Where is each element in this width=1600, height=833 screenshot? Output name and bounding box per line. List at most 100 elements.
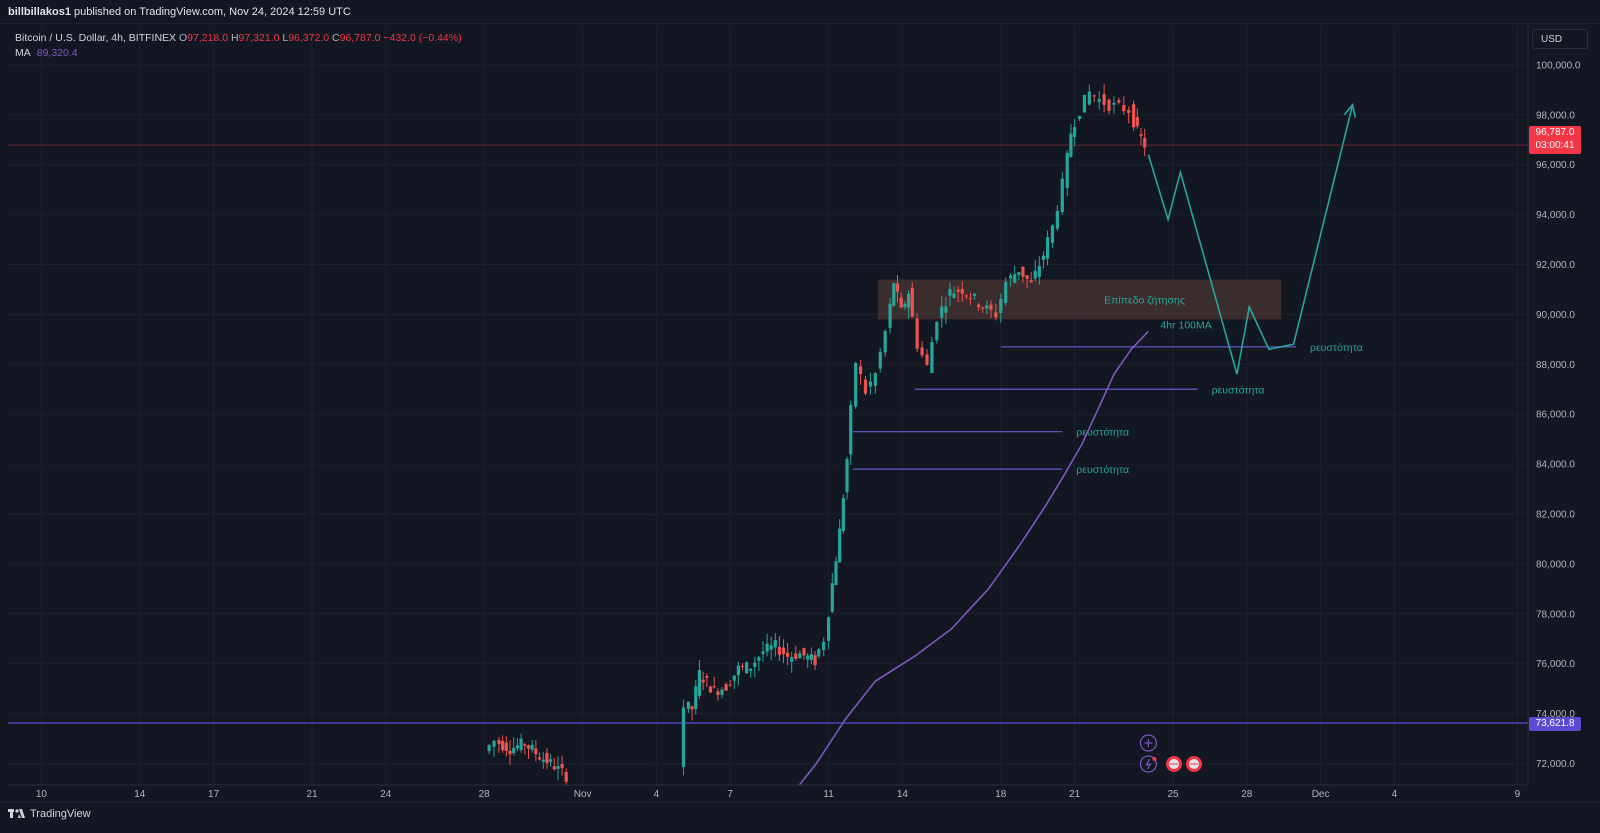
candle-body xyxy=(526,745,531,749)
axes: 72,000.0 74,000.0 76,000.0 78,000.0 80,000.0… xyxy=(0,24,1600,802)
candle-body xyxy=(560,763,564,769)
close-label: C xyxy=(331,32,340,44)
candle-body xyxy=(845,459,849,493)
candle-body xyxy=(724,684,728,691)
candle-body xyxy=(1135,116,1139,127)
tradingview-logo[interactable]: TradingView xyxy=(8,808,91,820)
candle-body xyxy=(878,351,882,369)
x-tick-label: 7 xyxy=(727,789,733,800)
candle-body xyxy=(504,742,508,751)
x-tick-label: 21 xyxy=(1069,789,1081,800)
demand-zone[interactable] xyxy=(877,279,1282,320)
y-tick-label: 72,000.0 xyxy=(1536,759,1575,770)
candle-body xyxy=(497,739,501,745)
candle-body xyxy=(849,404,853,455)
x-tick-label: Dec xyxy=(1312,789,1330,800)
low-value: 96,372.0 xyxy=(288,32,330,44)
symbol-title: Bitcoin / U.S. Dollar, 4h, BITFINEX xyxy=(15,32,177,44)
candle-body xyxy=(701,679,705,683)
brand-text: TradingView xyxy=(30,808,91,820)
candle-body xyxy=(1092,95,1096,97)
candle-body xyxy=(989,304,993,310)
liquidity-label: ρευστότητα xyxy=(1076,427,1129,439)
candle-body xyxy=(552,766,556,770)
candle-body xyxy=(716,691,720,696)
candle-body xyxy=(773,640,777,648)
candle-body xyxy=(841,498,845,532)
candle-body xyxy=(530,744,534,750)
moving-average-line[interactable] xyxy=(795,330,1149,789)
candle-body xyxy=(534,748,538,755)
publisher-name[interactable]: billbillakos1 xyxy=(8,6,71,18)
projection-group xyxy=(1147,103,1357,375)
publish-bar: billbillakos1 published on TradingView.c… xyxy=(0,0,1600,24)
candle-body xyxy=(915,318,919,349)
candle-body xyxy=(512,747,516,754)
x-tick-label: 24 xyxy=(380,789,392,800)
candle-body xyxy=(681,707,686,768)
open-label: O xyxy=(178,32,188,44)
candle-body xyxy=(728,684,732,686)
candle-body xyxy=(1097,99,1101,102)
currency-button[interactable]: USD xyxy=(1532,29,1588,49)
candle-body xyxy=(802,647,806,656)
ma-label[interactable]: MA xyxy=(15,47,31,59)
candle-body xyxy=(794,653,798,659)
candle-body xyxy=(732,675,736,681)
demand-zone-group: Επίπεδο ζήτησης xyxy=(877,279,1282,320)
candle-body xyxy=(1025,275,1029,279)
candle-body xyxy=(519,738,523,751)
candle-body xyxy=(920,347,924,356)
candle-body xyxy=(834,561,838,586)
candle-body xyxy=(1073,127,1077,137)
x-tick-label: 10 xyxy=(36,789,48,800)
candle-body xyxy=(960,289,964,294)
candle-body xyxy=(786,652,790,657)
add-event-icon[interactable] xyxy=(1139,734,1158,752)
notification-dot xyxy=(1152,757,1157,761)
y-tick-label: 94,000.0 xyxy=(1536,210,1575,221)
projection-path[interactable] xyxy=(1147,104,1354,375)
candle-body xyxy=(523,744,527,746)
last-price-tag: 96,787.0 03:00:41 xyxy=(1529,126,1581,154)
y-tick-label: 84,000.0 xyxy=(1536,460,1575,471)
candle-body xyxy=(1004,282,1008,304)
candle-body xyxy=(769,645,773,650)
candle-body xyxy=(765,643,769,652)
candle-body xyxy=(740,665,745,667)
candle-body xyxy=(556,765,560,769)
last-price-value: 96,787.0 xyxy=(1535,127,1575,138)
low-label: L xyxy=(282,32,289,44)
candle-body xyxy=(1013,274,1017,283)
tv-logo-icon xyxy=(8,809,25,818)
candle-body xyxy=(854,362,858,407)
candle-body xyxy=(981,307,985,309)
candles xyxy=(487,84,1147,786)
candle-body xyxy=(930,342,934,374)
candle-body xyxy=(948,288,952,296)
candle-body xyxy=(798,653,802,659)
candle-body xyxy=(1065,152,1069,188)
candle-body xyxy=(708,686,713,693)
candle-body xyxy=(1082,94,1087,113)
candle-body xyxy=(994,312,998,318)
candle-body xyxy=(1017,272,1021,275)
candle-body xyxy=(694,686,698,710)
candle-body xyxy=(753,662,757,667)
y-tick-label: 96,000.0 xyxy=(1536,160,1575,171)
x-tick-label: 4 xyxy=(654,789,660,800)
candle-body xyxy=(745,662,749,674)
chart[interactable]: Επίπεδο ζήτησης ρευστότηταρευστότηταρευσ… xyxy=(0,24,1600,802)
liquidity-label: ρευστότητα xyxy=(1310,342,1363,354)
candle-body xyxy=(838,528,842,563)
moving-average-label: 4hr 100MA xyxy=(1160,319,1211,331)
candle-body xyxy=(697,670,702,696)
high-label: H xyxy=(230,32,239,44)
x-tick-label: 28 xyxy=(1241,789,1253,800)
x-tick-label: 9 xyxy=(1515,789,1521,800)
lightning-bolt xyxy=(1145,758,1152,770)
lightning-icon[interactable] xyxy=(1139,755,1158,773)
candle-body xyxy=(487,745,491,752)
candle-body xyxy=(705,676,709,678)
candle-body xyxy=(809,654,813,660)
